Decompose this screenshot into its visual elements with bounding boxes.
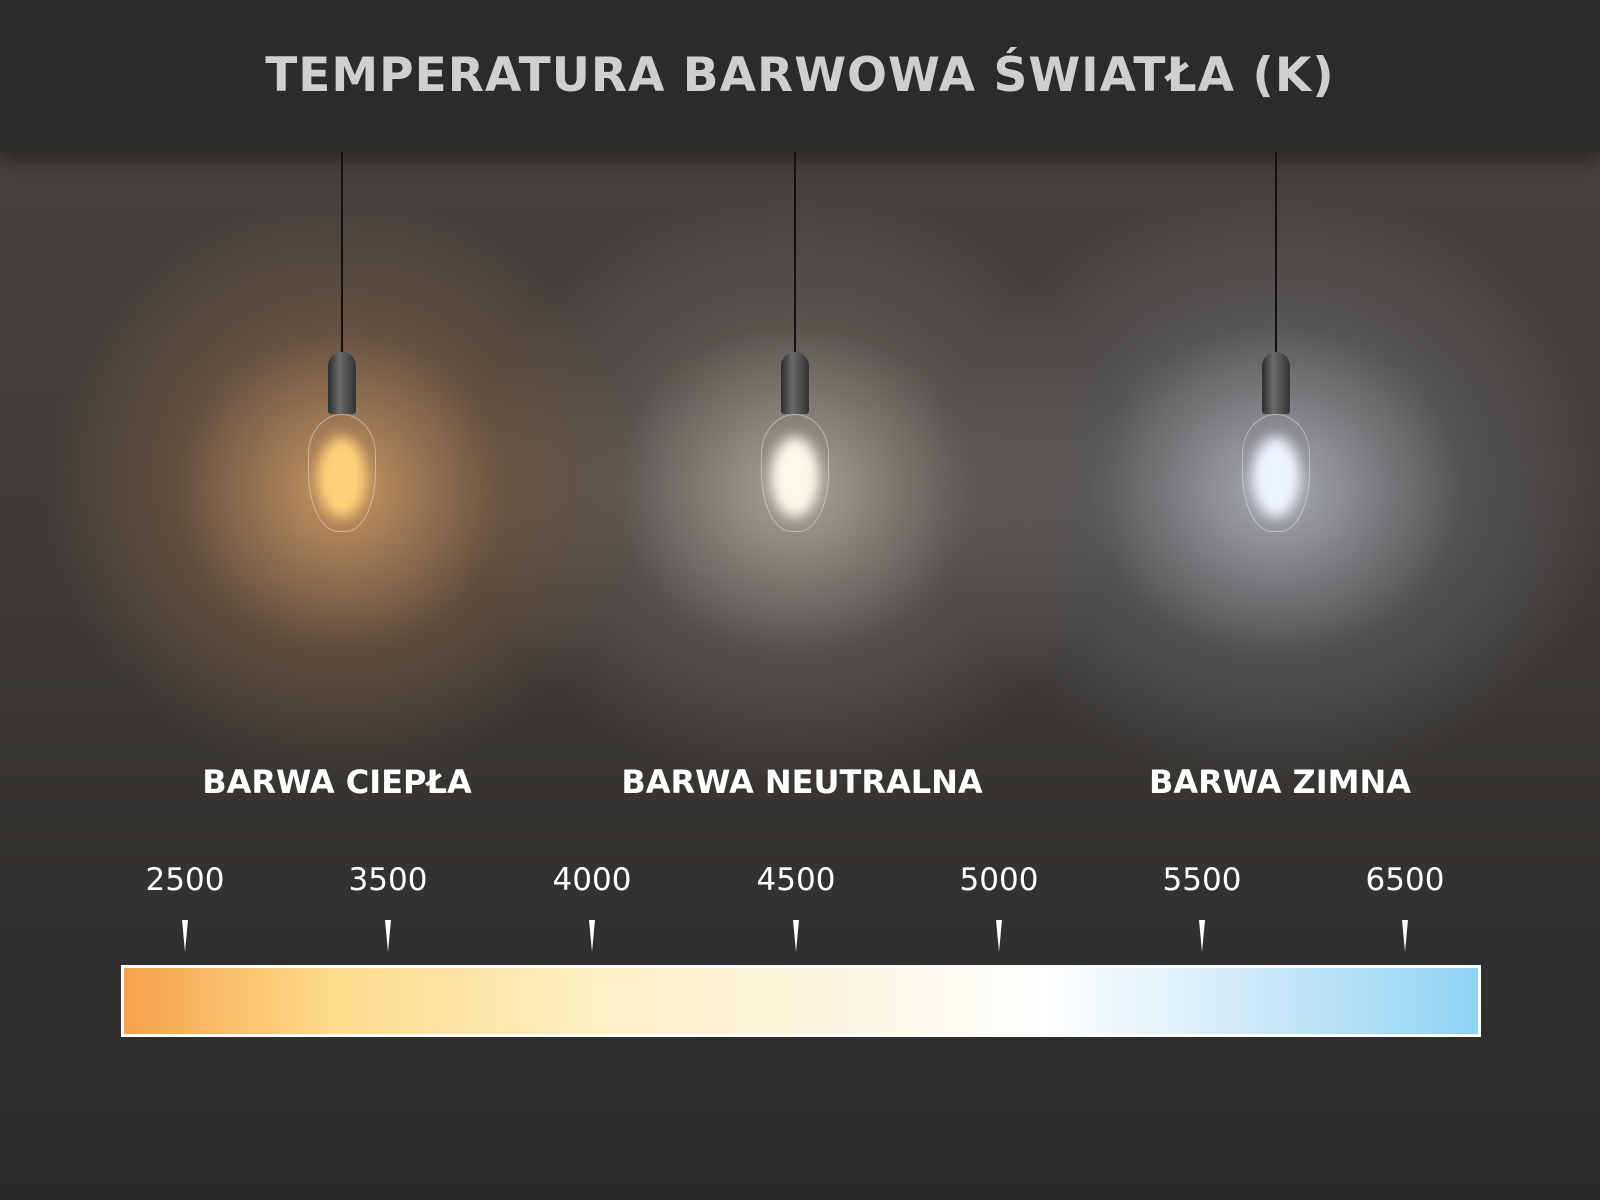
- tick-label: 5000: [959, 862, 1039, 898]
- tick-label: 6500: [1365, 862, 1445, 898]
- page-title: TEMPERATURA BARWOWA ŚWIATŁA (K): [265, 48, 1335, 103]
- tick-marker-icon: [385, 920, 391, 952]
- tick-label: 4500: [756, 862, 836, 898]
- tick-marker-icon: [182, 920, 188, 952]
- tick-marker-icon: [996, 920, 1002, 952]
- tick-marker-icon: [1402, 920, 1408, 952]
- tick-marker-icon: [1199, 920, 1205, 952]
- tick-label: 2500: [145, 862, 225, 898]
- tick-label: 3500: [348, 862, 428, 898]
- label-cool: BARWA ZIMNA: [1148, 763, 1412, 801]
- tick-label: 4000: [552, 862, 632, 898]
- color-temperature-gradient-bar: [121, 965, 1481, 1037]
- label-neutral: BARWA NEUTRALNA: [621, 763, 983, 801]
- tick-marker-icon: [589, 920, 595, 952]
- tick-label: 5500: [1162, 862, 1242, 898]
- label-warm: BARWA CIEPŁA: [202, 763, 472, 801]
- tick-marker-icon: [793, 920, 799, 952]
- header-band: TEMPERATURA BARWOWA ŚWIATŁA (K): [0, 0, 1600, 152]
